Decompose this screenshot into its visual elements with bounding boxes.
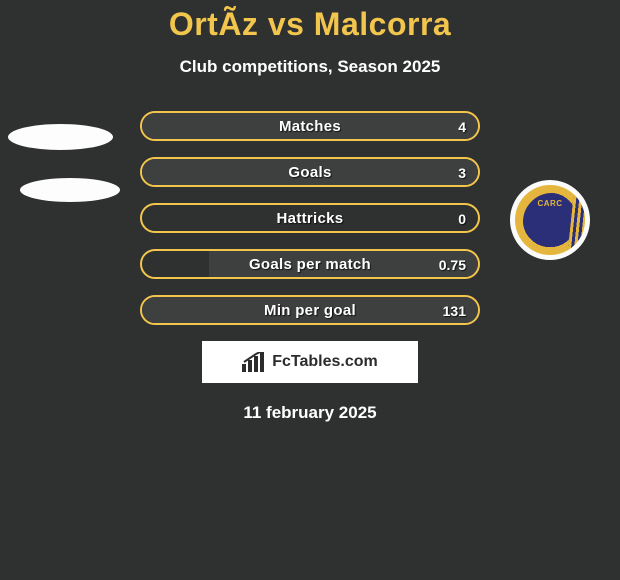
stat-label: Hattricks [142, 205, 478, 231]
stat-value-right: 4 [458, 113, 466, 139]
stat-row: Min per goal131 [140, 295, 480, 325]
subtitle: Club competitions, Season 2025 [0, 57, 620, 77]
watermark-box[interactable]: FcTables.com [202, 341, 418, 383]
stats-container: Matches4Goals3Hattricks0Goals per match0… [140, 111, 480, 325]
date-line: 11 february 2025 [0, 403, 620, 423]
stat-row: Matches4 [140, 111, 480, 141]
stat-value-right: 131 [443, 297, 466, 323]
player-placeholder-2 [20, 178, 120, 202]
stat-row: Goals3 [140, 157, 480, 187]
stat-label: Matches [142, 113, 478, 139]
player-placeholder-1 [8, 124, 113, 150]
stat-label: Goals per match [142, 251, 478, 277]
stat-value-right: 0.75 [439, 251, 466, 277]
stat-row: Hattricks0 [140, 203, 480, 233]
stat-value-right: 3 [458, 159, 466, 185]
watermark-text: FcTables.com [272, 353, 378, 371]
stat-row: Goals per match0.75 [140, 249, 480, 279]
carc-shield-icon: CARC [515, 185, 585, 255]
stat-label: Min per goal [142, 297, 478, 323]
page-title: OrtÃz vs Malcorra [0, 6, 620, 43]
stat-label: Goals [142, 159, 478, 185]
club-logo-right: CARC [510, 180, 590, 260]
comparison-card: OrtÃz vs Malcorra Club competitions, Sea… [0, 0, 620, 580]
bar-chart-icon [242, 352, 266, 372]
stat-value-right: 0 [458, 205, 466, 231]
